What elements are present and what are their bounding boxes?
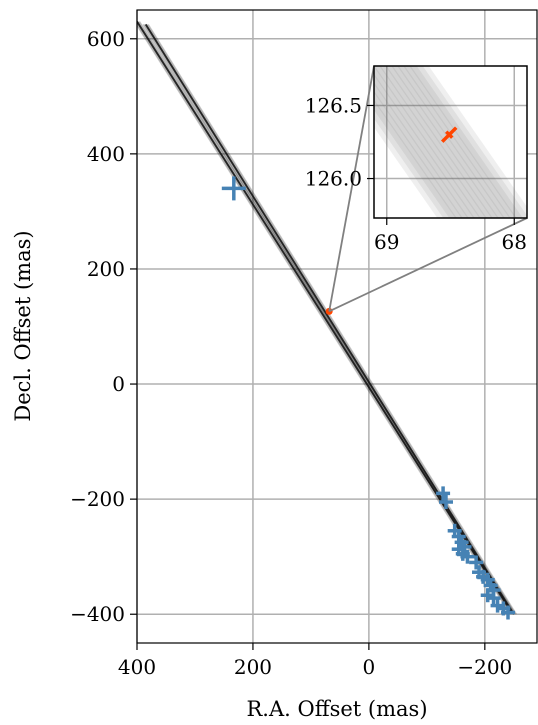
x-tick-label: 200 — [234, 655, 272, 679]
orbit-track-1 — [143, 24, 513, 615]
inset-track-band — [385, 66, 511, 218]
astrometry-point — [460, 549, 475, 564]
inset-x-ticks: 69 68 — [374, 218, 527, 254]
astrometry-point — [221, 176, 246, 201]
orbit-track-0 — [137, 21, 513, 612]
inset-highlight-point — [440, 126, 458, 143]
astrometry-point — [469, 555, 484, 570]
inset-track-band — [374, 66, 493, 218]
main-x-ticks: 400 200 0 −200 — [118, 643, 512, 679]
orbit-track-1 — [146, 24, 517, 615]
inset-track-band — [379, 66, 505, 218]
inset-track-band — [374, 66, 487, 218]
astrometry-point — [501, 605, 516, 620]
orbit-track-1 — [142, 24, 512, 615]
orbit-tracks — [137, 21, 518, 615]
orbit-track-1 — [144, 23, 515, 615]
inset-track-band — [391, 66, 517, 218]
astrometry-point — [436, 486, 451, 501]
inset-track-band — [374, 66, 481, 218]
inset-y-tick-label: 126.5 — [305, 93, 362, 117]
y-tick-label: 600 — [87, 27, 125, 51]
y-tick-label: −400 — [70, 602, 125, 626]
astrometry-point — [486, 591, 501, 606]
main-y-ticks: 600 400 200 0 −200 −400 — [70, 27, 137, 626]
y-tick-label: 200 — [87, 257, 125, 281]
astrometry-point — [438, 495, 453, 510]
inset-tracks — [374, 66, 527, 218]
y-tick-label: −200 — [70, 487, 125, 511]
orbit-track-0 — [137, 21, 512, 612]
x-tick-label: 400 — [118, 655, 156, 679]
x-tick-label: 0 — [363, 655, 376, 679]
astrometry-points — [221, 176, 516, 620]
orbit-track-0 — [137, 23, 510, 612]
main-plot-frame — [136, 9, 538, 644]
inset-x-tick-label: 68 — [502, 230, 527, 254]
inset-y-ticks: 126.5 126.0 — [305, 93, 374, 191]
inset-points — [440, 126, 458, 143]
inset-track-band — [374, 90, 463, 218]
inset-frame — [373, 65, 528, 219]
orbit-track-0 — [137, 24, 509, 612]
inset-grid — [374, 66, 527, 218]
inset-track-band — [397, 66, 523, 218]
inset-track-band — [403, 66, 527, 218]
inset-track-band — [374, 66, 499, 218]
inset-track-band — [409, 66, 527, 218]
inset-connectors — [328, 65, 528, 313]
y-tick-label: 400 — [87, 142, 125, 166]
inset-x-tick-label: 69 — [374, 230, 399, 254]
inset-y-tick-label: 126.0 — [305, 167, 362, 191]
orbit-track-1 — [147, 24, 518, 615]
x-tick-label: −200 — [457, 655, 512, 679]
inset-track-band — [374, 82, 469, 218]
connector-line — [328, 217, 528, 313]
connector-line — [328, 65, 375, 312]
inset-track-band — [374, 99, 457, 218]
y-tick-label: 0 — [112, 372, 125, 396]
orbit-track-1 — [146, 24, 516, 615]
inset-error-short — [444, 130, 454, 139]
inset-track-band — [374, 73, 475, 218]
inset-background — [374, 66, 527, 218]
x-axis-label: R.A. Offset (mas) — [246, 697, 427, 721]
y-axis-label: Decl. Offset (mas) — [11, 230, 35, 421]
